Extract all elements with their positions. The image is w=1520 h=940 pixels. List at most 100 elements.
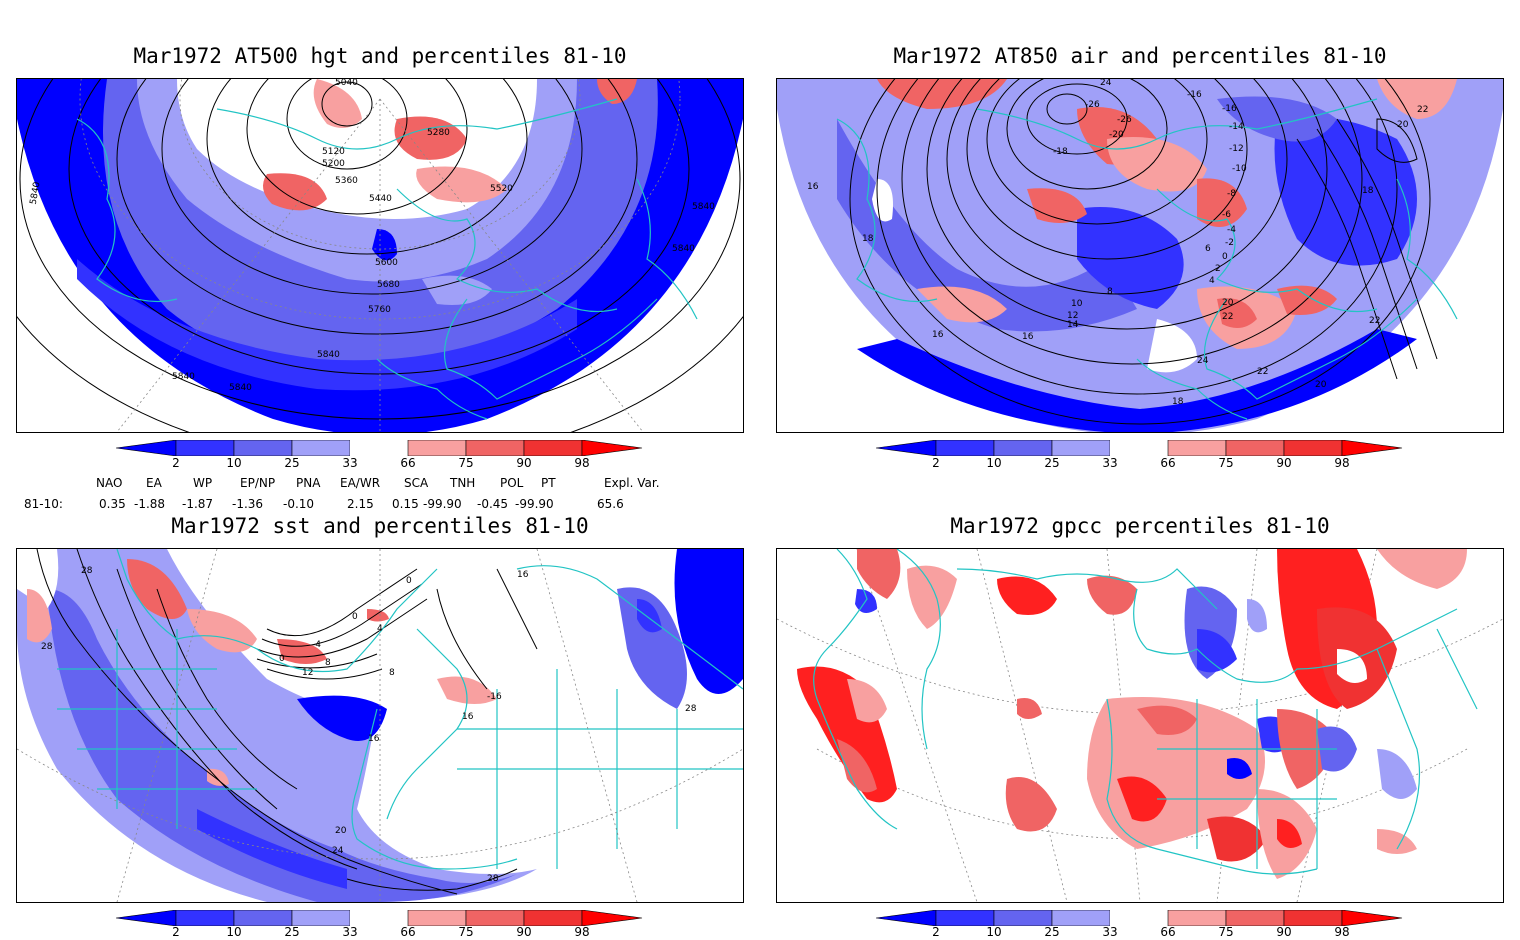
contour-label: 12 <box>302 668 313 678</box>
index-value: -99.90 <box>423 497 462 511</box>
index-header: EP/NP <box>240 476 276 490</box>
contour-label: 5040 <box>335 79 358 88</box>
map-panel-hgt500: 5040 5120 5200 5280 5360 5440 5520 5600 … <box>16 78 744 433</box>
contour-label: 5680 <box>377 280 400 290</box>
map-sst-svg: 28 28 0 0 4 8 -4 0 12 16 16 20 24 28 28 … <box>17 549 743 902</box>
contour-labels-sst: 28 28 0 0 4 8 -4 0 12 16 16 20 24 28 28 … <box>41 566 697 884</box>
contour-label: -26 <box>1117 115 1132 125</box>
index-header: WP <box>193 476 213 490</box>
index-header: TNH <box>450 476 476 490</box>
index-value: 2.15 <box>347 497 374 511</box>
index-value: -1.88 <box>134 497 166 511</box>
contour-label: 12 <box>1067 311 1078 321</box>
contour-label: 18 <box>1172 397 1184 407</box>
contour-label: 28 <box>685 704 697 714</box>
map-gpcc-svg <box>777 549 1503 902</box>
contour-label: 28 <box>81 566 93 576</box>
contour-label: -12 <box>1229 144 1244 154</box>
contour-label: 8 <box>389 668 395 678</box>
index-header: PNA <box>296 476 321 490</box>
index-value: -1.87 <box>182 497 214 511</box>
contour-label: 5840 <box>692 202 715 212</box>
map-panel-sst: 28 28 0 0 4 8 -4 0 12 16 16 20 24 28 28 … <box>16 548 744 903</box>
contour-label: 24 <box>332 846 344 856</box>
contour-label: 5840 <box>672 244 695 254</box>
map-air850-svg: 24 -26 -26 -18 -20 -16 -16 -14 -12 -10 -… <box>777 79 1503 432</box>
colorbar-label: 25 <box>284 925 300 939</box>
map-hgt500-svg: 5040 5120 5200 5280 5360 5440 5520 5600 … <box>17 79 743 432</box>
contour-label: 20 <box>1315 380 1327 390</box>
contour-label: 8 <box>325 658 331 668</box>
contour-label: 18 <box>1362 186 1374 196</box>
contour-label: 4 <box>377 624 383 634</box>
contour-label: -16 <box>487 692 502 702</box>
panel-title-gpcc: Mar1972 gpcc percentiles 81-10 <box>950 514 1330 538</box>
colorbar-label: 2 <box>932 456 940 470</box>
contour-label: 0 <box>1222 252 1228 262</box>
contour-label: 5280 <box>427 128 450 138</box>
colorbar-label: 90 <box>1276 456 1292 470</box>
contour-label: 24 <box>1197 356 1209 366</box>
colorbar-label: 2 <box>932 925 940 939</box>
contour-label: 16 <box>807 182 819 192</box>
contour-label: 28 <box>487 874 499 884</box>
colorbar-label: 25 <box>284 456 300 470</box>
colorbar-label: 10 <box>226 925 242 939</box>
contour-label: 28 <box>41 642 53 652</box>
colorbar-label: 10 <box>986 925 1002 939</box>
colorbar-label: 10 <box>986 456 1002 470</box>
contour-label: 0 <box>352 612 358 622</box>
contour-labels-hgt500: 5040 5120 5200 5280 5360 5440 5520 5600 … <box>29 79 715 393</box>
panel-title-hgt500: Mar1972 AT500 hgt and percentiles 81-10 <box>133 44 627 68</box>
colorbar-label: 90 <box>1276 925 1292 939</box>
panel-title-air850: Mar1972 AT850 air and percentiles 81-10 <box>893 44 1387 68</box>
contour-label: 5840 <box>29 181 43 206</box>
colorbar-label: 90 <box>516 925 532 939</box>
contour-label: 22 <box>1417 105 1428 115</box>
contour-label: 16 <box>517 570 529 580</box>
index-header: POL <box>500 476 524 490</box>
contour-label: 16 <box>462 712 474 722</box>
colorbar-label: 75 <box>458 456 474 470</box>
contour-label: -2 <box>1225 238 1234 248</box>
colorbar-air850: 2 10 25 33 66 75 90 98 <box>875 439 1404 472</box>
colorbar-label: 2 <box>172 925 180 939</box>
contour-labels-air850: 24 -26 -26 -18 -20 -16 -16 -14 -12 -10 -… <box>807 79 1428 407</box>
colorbar-gpcc: 2 10 25 33 66 75 90 98 <box>875 909 1404 940</box>
index-header: EA <box>146 476 162 490</box>
contour-label: 10 <box>1071 299 1083 309</box>
contour-label: 5840 <box>172 372 195 382</box>
contour-label: -16 <box>1187 90 1202 100</box>
contour-label: -20 <box>1109 130 1124 140</box>
contour-label: 0 <box>406 576 412 586</box>
contour-label: 5600 <box>375 258 398 268</box>
index-header: Expl. Var. <box>604 476 660 490</box>
colorbar-label: 75 <box>1218 925 1234 939</box>
index-row-label: 81-10: <box>24 497 63 511</box>
index-value: 0.35 <box>99 497 126 511</box>
contour-label: 5760 <box>368 305 391 315</box>
contour-label: 0 <box>279 654 285 664</box>
contour-label: -4 <box>1227 225 1236 235</box>
colorbar-label: 98 <box>1334 925 1350 939</box>
contour-label: 16 <box>932 330 944 340</box>
colorbar-label: 66 <box>1160 925 1176 939</box>
contour-label: 22 <box>1257 367 1268 377</box>
contour-label: -10 <box>1232 164 1247 174</box>
colorbar-label: 98 <box>574 925 590 939</box>
contour-label: 5520 <box>490 184 513 194</box>
contour-label: 22 <box>1222 312 1233 322</box>
colorbar-air850-svg <box>875 439 1403 457</box>
colorbar-label: 98 <box>1334 456 1350 470</box>
colorbar-label: 33 <box>1102 456 1118 470</box>
contour-label: 6 <box>1205 244 1211 254</box>
colorbar-gpcc-svg <box>875 909 1403 927</box>
index-header: EA/WR <box>340 476 381 490</box>
index-value: 65.6 <box>597 497 624 511</box>
contour-label: 24 <box>1100 79 1112 88</box>
contour-label: -26 <box>1085 100 1100 110</box>
colorbar-label: 33 <box>1102 925 1118 939</box>
index-value: -0.10 <box>283 497 315 511</box>
contour-label: 16 <box>368 734 380 744</box>
contour-label: 20 <box>1397 120 1409 130</box>
